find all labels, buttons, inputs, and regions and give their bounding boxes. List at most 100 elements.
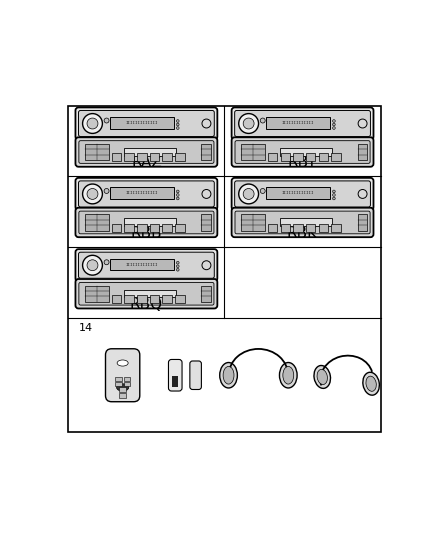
FancyBboxPatch shape — [232, 138, 374, 167]
FancyBboxPatch shape — [232, 108, 374, 140]
Circle shape — [177, 127, 179, 130]
Circle shape — [332, 119, 335, 123]
Bar — [241, 144, 265, 160]
Circle shape — [177, 193, 179, 196]
Bar — [137, 224, 147, 232]
Circle shape — [332, 193, 335, 196]
Bar — [318, 153, 328, 161]
Text: IIIIIIIIIIIII: IIIIIIIIIIIII — [126, 191, 158, 195]
Bar — [150, 295, 159, 303]
Text: 1: 1 — [78, 111, 85, 122]
FancyBboxPatch shape — [75, 249, 217, 281]
Bar — [268, 153, 277, 161]
Bar — [280, 219, 332, 226]
Bar — [110, 117, 174, 129]
Bar — [110, 188, 174, 199]
Circle shape — [177, 261, 179, 264]
Circle shape — [202, 190, 211, 198]
Bar — [175, 224, 185, 232]
Circle shape — [177, 197, 179, 200]
Bar — [110, 259, 174, 270]
Bar — [85, 286, 109, 302]
Bar — [115, 377, 122, 381]
Bar — [112, 153, 121, 161]
Circle shape — [358, 190, 367, 198]
Bar — [201, 286, 211, 302]
Circle shape — [239, 114, 258, 133]
Bar — [85, 214, 109, 231]
Circle shape — [243, 118, 254, 129]
Circle shape — [83, 114, 102, 133]
FancyBboxPatch shape — [235, 110, 371, 136]
Bar — [112, 295, 121, 303]
Ellipse shape — [363, 372, 379, 395]
FancyBboxPatch shape — [78, 252, 214, 278]
Bar — [266, 117, 330, 129]
Ellipse shape — [317, 369, 328, 384]
Circle shape — [239, 184, 258, 204]
Bar — [162, 153, 172, 161]
Bar — [201, 214, 211, 231]
FancyBboxPatch shape — [106, 349, 140, 402]
FancyBboxPatch shape — [235, 211, 370, 234]
Circle shape — [177, 119, 179, 123]
Bar — [175, 153, 185, 161]
Ellipse shape — [283, 366, 294, 384]
Circle shape — [87, 118, 98, 129]
Bar — [85, 144, 109, 160]
Bar — [357, 144, 367, 160]
FancyBboxPatch shape — [78, 110, 214, 136]
Text: IIIIIIIIIIIII: IIIIIIIIIIIII — [282, 191, 314, 195]
Circle shape — [260, 118, 265, 123]
Bar — [112, 224, 121, 232]
Bar — [268, 224, 277, 232]
Circle shape — [332, 127, 335, 130]
Text: 4: 4 — [235, 181, 242, 191]
Circle shape — [243, 189, 254, 199]
FancyBboxPatch shape — [75, 138, 217, 167]
Text: IIIIIIIIIIIII: IIIIIIIIIIIII — [282, 121, 314, 125]
Bar — [124, 148, 176, 156]
Circle shape — [83, 255, 102, 275]
Circle shape — [202, 119, 211, 128]
Bar — [162, 295, 172, 303]
FancyBboxPatch shape — [79, 211, 214, 234]
Bar — [306, 153, 315, 161]
FancyBboxPatch shape — [79, 282, 214, 305]
Bar — [150, 224, 159, 232]
Circle shape — [87, 189, 98, 199]
Circle shape — [104, 260, 109, 265]
Bar — [266, 188, 330, 199]
FancyBboxPatch shape — [75, 108, 217, 140]
Bar — [318, 224, 328, 232]
Bar — [306, 224, 315, 232]
Ellipse shape — [117, 360, 128, 366]
Ellipse shape — [366, 376, 376, 391]
Ellipse shape — [279, 362, 297, 388]
Bar — [119, 387, 126, 392]
Bar — [172, 376, 178, 387]
Bar — [281, 153, 290, 161]
Circle shape — [332, 190, 335, 193]
Text: 14: 14 — [78, 324, 92, 334]
Circle shape — [260, 189, 265, 193]
Bar — [124, 290, 176, 297]
Circle shape — [332, 197, 335, 200]
Circle shape — [332, 123, 335, 126]
Bar — [241, 214, 265, 231]
Bar — [162, 224, 172, 232]
FancyBboxPatch shape — [75, 279, 217, 309]
Ellipse shape — [314, 366, 331, 389]
FancyBboxPatch shape — [78, 181, 214, 207]
Circle shape — [177, 265, 179, 268]
Bar — [124, 377, 131, 381]
Bar — [175, 295, 185, 303]
Text: 3: 3 — [78, 181, 85, 191]
Text: 5: 5 — [78, 252, 85, 262]
Text: IIIIIIIIIIIII: IIIIIIIIIIIII — [126, 121, 158, 125]
Circle shape — [202, 261, 211, 270]
Circle shape — [358, 119, 367, 128]
Bar — [119, 393, 126, 398]
Bar — [357, 214, 367, 231]
Text: RBY: RBY — [288, 155, 317, 169]
